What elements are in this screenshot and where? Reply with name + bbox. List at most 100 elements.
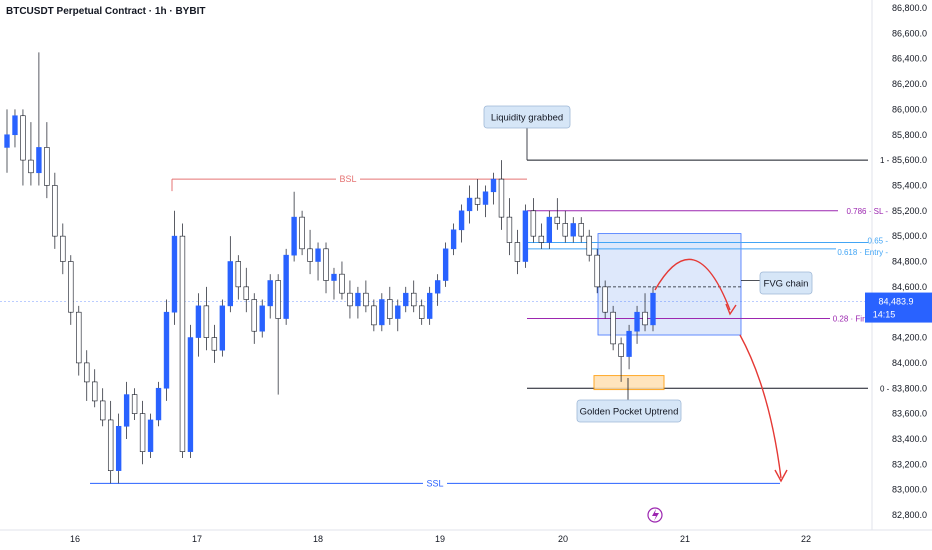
price-tick-label: 82,800.0 [892,510,927,520]
candle-body [522,210,529,262]
candle-body [131,394,138,414]
price-tick-label: 85,600.0 [892,155,927,165]
arrowhead-2 [774,469,788,483]
candle-body [163,311,170,389]
candle-body [514,242,521,262]
candle-body [586,235,592,256]
bolt-icon-glyph [652,509,659,521]
candle-body [4,134,10,148]
ssl-label-bg [423,476,447,489]
candle-body [259,305,265,332]
candle-body [331,273,337,281]
fib-28-label: 0.28 · First TP - [833,315,889,324]
golden-pocket-zone [593,375,665,391]
time-tick-label: 17 [192,534,202,544]
candle-body [195,305,202,338]
ssl-label: SSL [426,478,443,488]
price-tick-label: 85,800.0 [892,130,927,140]
candle-body [618,343,624,357]
price-tick-label: 83,200.0 [892,459,927,469]
candle-body [594,254,600,288]
candle-body [211,337,218,351]
golden-callout-box [576,399,682,423]
price-tick-label: 86,400.0 [892,54,927,64]
candle-body [506,216,513,243]
price-tick-label: 86,200.0 [892,79,927,89]
candle-body [179,235,186,452]
candle-body [251,299,257,332]
candle-body [219,305,226,351]
projection-curve-1 [654,258,731,311]
candle-body [323,248,329,281]
candle-body [20,115,26,161]
candle-body [12,115,18,136]
candle-body [36,147,42,174]
candle-body [307,248,313,262]
candle-body [283,254,289,319]
candle-body [76,311,82,364]
fvg-callout: FVG chain [764,279,809,290]
candle-body [626,330,632,357]
candle-body [570,223,576,237]
candle-body [68,261,74,313]
fib-1-label: 1 - [880,156,890,165]
candle-body [450,229,457,250]
candle-body [530,210,537,237]
candle-body [650,292,656,326]
price-tick-label: 84,800.0 [892,257,927,267]
candle-body [602,286,608,313]
candle-body [610,311,616,345]
candle-body [554,216,560,224]
candle-body [92,381,98,402]
candle-body [315,248,321,262]
candle-body [426,292,433,319]
chart-title: BTCUSDT Perpetual Contract · 1h · BYBIT [6,6,206,17]
fib-0-label: 0 - [880,384,890,393]
candle-body [538,235,545,243]
fib-65-label: 0.65 - [868,236,889,245]
liquidity-callout: Liquidity grabbed [491,113,563,124]
candle-body [363,292,369,307]
candle-body [434,280,441,294]
time-tick-label: 20 [558,534,568,544]
price-tick-label: 86,800.0 [892,3,927,13]
candle-body [171,235,178,313]
time-tick-label: 21 [680,534,690,544]
candle-body [147,419,154,452]
price-tick-label: 85,200.0 [892,206,927,216]
candle-body [155,387,162,421]
price-tick-label: 84,200.0 [892,333,927,343]
projection-curve-2 [739,334,782,479]
price-tick-label: 85,400.0 [892,180,927,190]
candle-body [498,178,505,218]
candle-body [387,299,393,319]
candle-body [235,261,241,288]
candle-body [84,362,90,383]
candle-body [107,419,114,471]
candle-body [490,178,497,193]
fvg-callout-box [759,271,813,295]
candle-body [482,191,489,205]
candle-body [227,261,234,307]
price-tick-label: 83,400.0 [892,434,927,444]
candle-body [115,425,122,471]
candle-body [267,280,273,307]
candle-body [52,185,58,237]
candle-body [44,147,50,186]
countdown-label: 14:15 [873,310,896,320]
arrowhead-1 [725,303,737,316]
candle-body [371,305,377,326]
candle-body [395,305,401,319]
fib-618-label: 0.618 · Entry - [837,248,888,257]
candle-body [139,413,146,452]
candle-body [355,292,361,307]
price-tick-label: 84,600.0 [892,282,927,292]
candle-body [419,305,425,319]
golden-callout: Golden Pocket Uptrend [580,407,679,418]
candle-body [100,400,106,421]
time-tick-label: 22 [801,534,811,544]
current-price-badge [865,292,932,323]
candle-body [403,292,409,307]
